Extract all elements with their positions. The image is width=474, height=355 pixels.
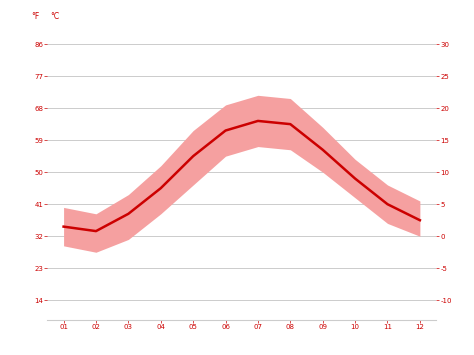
Text: °C: °C: [50, 12, 59, 21]
Text: °F: °F: [31, 12, 39, 21]
